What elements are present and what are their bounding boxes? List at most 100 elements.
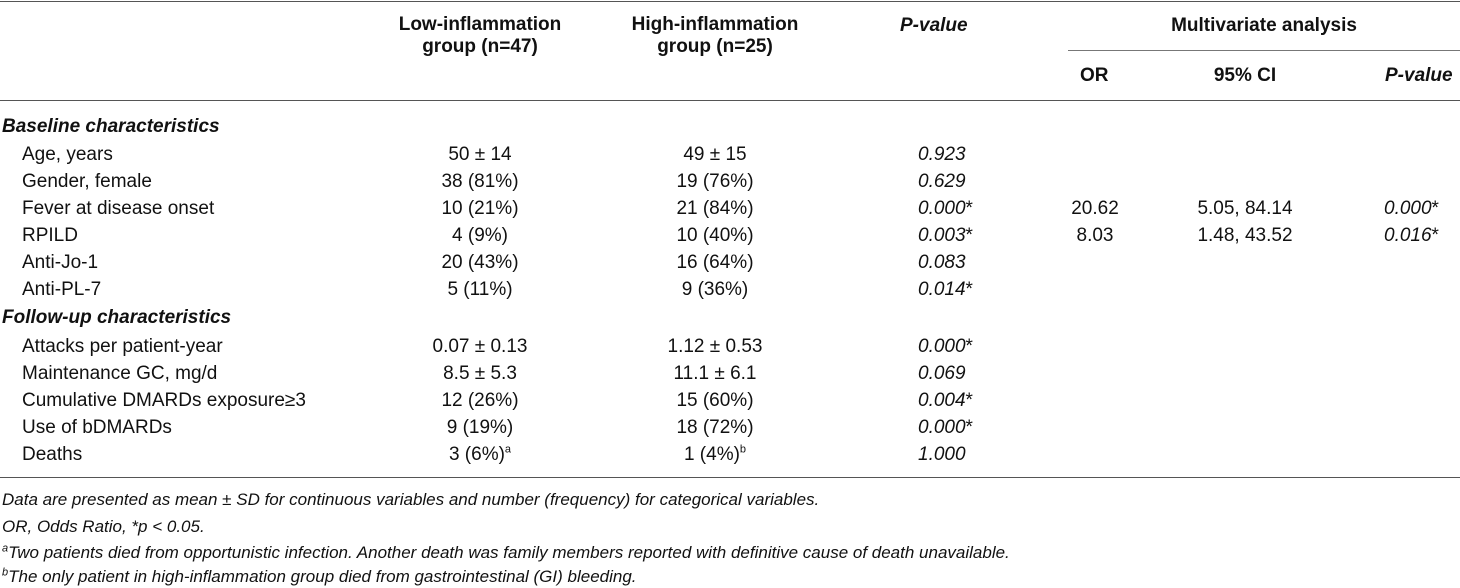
significance-marker: * <box>965 390 973 411</box>
significance-marker: * <box>965 225 973 246</box>
row-label: Attacks per patient-year <box>22 336 223 358</box>
low-group-value-text: 20 (43%) <box>441 252 519 273</box>
row-label-text: RPILD <box>22 225 78 246</box>
footnote-a-marker: a <box>2 542 9 555</box>
row-label-text: Anti-PL-7 <box>22 279 102 300</box>
p-value-text: 0.923 <box>918 144 966 165</box>
odds-ratio-text: 20.62 <box>1071 198 1119 219</box>
header-multivariate: Multivariate analysis <box>1171 15 1357 36</box>
high-group-value: 9 (36%) <box>615 279 815 301</box>
significance-marker: * <box>965 279 973 300</box>
section-baseline: Baseline characteristics <box>2 116 220 137</box>
high-group-value: 1 (4%)b <box>615 444 815 466</box>
multivariate-p-value: 0.016* <box>1384 225 1439 247</box>
header-ci: 95% CI <box>1213 65 1277 86</box>
low-group-value-text: 3 (6%) <box>448 444 505 465</box>
significance-marker: * <box>1431 225 1439 246</box>
high-group-value-text: 49 ± 15 <box>683 144 747 165</box>
p-value-text: 0.629 <box>918 171 966 192</box>
row-label: Use of bDMARDs <box>22 417 172 439</box>
p-value-text: 0.000 <box>918 417 966 438</box>
high-group-value-text: 18 (72%) <box>676 417 754 438</box>
row-label: Gender, female <box>22 171 152 193</box>
low-group-value: 0.07 ± 0.13 <box>380 336 580 358</box>
low-group-value-text: 50 ± 14 <box>448 144 512 165</box>
p-value-text: 0.014 <box>918 279 966 300</box>
low-group-value-text: 9 (19%) <box>446 417 514 438</box>
low-group-value: 50 ± 14 <box>380 144 580 166</box>
confidence-interval-text: 5.05, 84.14 <box>1197 198 1293 219</box>
table-bottom-rule <box>0 477 1460 478</box>
high-group-value: 15 (60%) <box>615 390 815 412</box>
row-label: Anti-PL-7 <box>22 279 101 301</box>
header-mv-p-value: P-value <box>1385 65 1453 86</box>
header-bottom-rule <box>0 100 1460 101</box>
odds-ratio: 20.62 <box>1045 198 1145 220</box>
footnote-b-marker: b <box>2 566 9 579</box>
low-group-value: 38 (81%) <box>380 171 580 193</box>
note-odds-ratio: OR, Odds Ratio, *p < 0.05. <box>2 517 205 536</box>
p-value: 0.069 <box>918 363 966 385</box>
high-group-value: 11.1 ± 6.1 <box>615 363 815 385</box>
p-value: 0.000* <box>918 417 973 439</box>
multivariate-rule <box>1068 50 1460 51</box>
low-group-value-text: 8.5 ± 5.3 <box>443 363 517 384</box>
row-label-text: Attacks per patient-year <box>22 336 223 357</box>
confidence-interval-text: 1.48, 43.52 <box>1197 225 1293 246</box>
low-group-value: 3 (6%)a <box>380 444 580 466</box>
p-value-text: 0.069 <box>918 363 966 384</box>
top-rule <box>0 1 1460 2</box>
confidence-interval: 5.05, 84.14 <box>1180 198 1310 220</box>
low-group-value: 20 (43%) <box>380 252 580 274</box>
low-group-value-text: 10 (21%) <box>441 198 519 219</box>
row-label-text: Cumulative DMARDs exposure≥3 <box>22 390 306 411</box>
significance-marker: * <box>965 336 973 357</box>
p-value: 1.000 <box>918 444 966 466</box>
low-group-value: 8.5 ± 5.3 <box>380 363 580 385</box>
odds-ratio-text: 8.03 <box>1076 225 1114 246</box>
high-group-value-text: 19 (76%) <box>676 171 754 192</box>
row-label: Fever at disease onset <box>22 198 214 220</box>
high-group-value: 16 (64%) <box>615 252 815 274</box>
row-label-text: Age, years <box>22 144 113 165</box>
high-group-value-text: 21 (84%) <box>676 198 754 219</box>
significance-marker: * <box>1431 198 1439 219</box>
p-value: 0.004* <box>918 390 973 412</box>
p-value-text: 0.004 <box>918 390 966 411</box>
p-value: 0.629 <box>918 171 966 193</box>
row-label: Deaths <box>22 444 82 466</box>
multivariate-p-value-text: 0.016 <box>1384 225 1432 246</box>
p-value: 0.083 <box>918 252 966 274</box>
p-value-text: 1.000 <box>918 444 966 465</box>
row-label-text: Anti-Jo-1 <box>22 252 99 273</box>
significance-marker: * <box>965 198 973 219</box>
confidence-interval: 1.48, 43.52 <box>1180 225 1310 247</box>
odds-ratio: 8.03 <box>1045 225 1145 247</box>
significance-marker: * <box>965 417 973 438</box>
high-group-value-text: 11.1 ± 6.1 <box>673 363 757 384</box>
header-high-group: High-inflammation group (n=25) <box>631 14 799 57</box>
header-low-group: Low-inflammation group (n=47) <box>398 14 562 57</box>
low-group-value: 10 (21%) <box>380 198 580 220</box>
section-followup: Follow-up characteristics <box>2 307 232 328</box>
low-group-value: 5 (11%) <box>380 279 580 301</box>
row-label-text: Deaths <box>22 444 83 465</box>
note-data-presented: Data are presented as mean ± SD for cont… <box>2 490 820 509</box>
low-group-value-text: 4 (9%) <box>452 225 508 246</box>
p-value: 0.003* <box>918 225 973 247</box>
low-group-value: 4 (9%) <box>380 225 580 247</box>
row-label: Age, years <box>22 144 113 166</box>
high-group-value: 49 ± 15 <box>615 144 815 166</box>
high-group-value: 10 (40%) <box>615 225 815 247</box>
row-label: Cumulative DMARDs exposure≥3 <box>22 390 306 412</box>
footnote-a-text: Two patients died from opportunistic inf… <box>8 543 1010 562</box>
header-p-value: P-value <box>900 15 968 36</box>
low-group-value-text: 5 (11%) <box>447 279 513 300</box>
low-group-value-text: 38 (81%) <box>441 171 519 192</box>
note-footnote-a: aTwo patients died from opportunistic in… <box>2 543 1010 563</box>
low-group-value: 9 (19%) <box>380 417 580 439</box>
high-group-value: 19 (76%) <box>615 171 815 193</box>
note-footnote-b: bThe only patient in high-inflammation g… <box>2 567 637 587</box>
multivariate-p-value: 0.000* <box>1384 198 1439 220</box>
p-value-text: 0.000 <box>918 336 966 357</box>
